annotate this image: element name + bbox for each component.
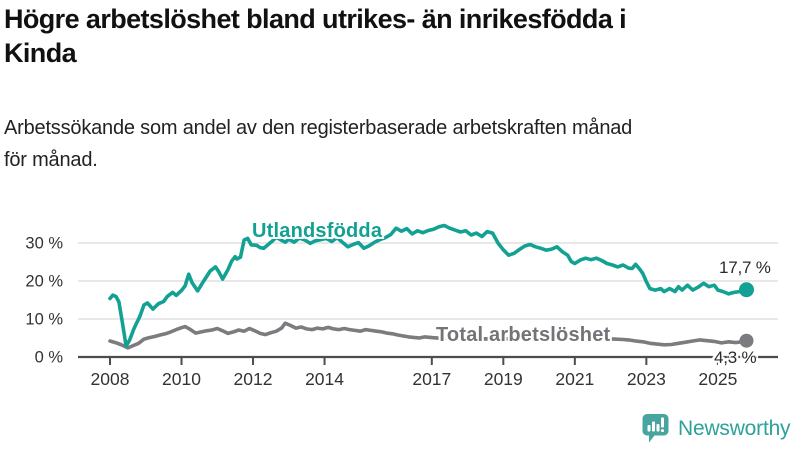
y-axis-tick-label: 30 % bbox=[25, 235, 63, 253]
series-end-dot-utlandsfodda bbox=[739, 282, 754, 298]
x-axis-tick-label: 2023 bbox=[627, 369, 666, 389]
end-value-label-total-arbetsloshet: 4,3 % bbox=[714, 348, 757, 367]
newsworthy-logo[interactable]: Newsworthy bbox=[642, 413, 791, 444]
x-axis-tick-label: 2025 bbox=[698, 369, 737, 389]
x-axis-tick-label: 2021 bbox=[555, 369, 594, 389]
x-axis-tick-label: 2019 bbox=[484, 369, 523, 389]
series-label-total-arbetsloshet: Total arbetslöshet bbox=[436, 324, 611, 346]
newsworthy-logo-icon bbox=[642, 414, 669, 443]
x-axis-tick-label: 2008 bbox=[91, 369, 130, 389]
y-axis-tick-label: 10 % bbox=[25, 311, 63, 329]
series-end-dot-total-arbetsloshet bbox=[739, 333, 754, 348]
newsworthy-logo-text: Newsworthy bbox=[678, 416, 791, 440]
page-title: Högre arbetslöshet bland utrikes- än inr… bbox=[4, 4, 627, 68]
end-value-label-utlandsfodda: 17,7 % bbox=[719, 258, 771, 277]
gridlines-group: 0 % 10 % 20 % 30 % bbox=[25, 235, 778, 367]
series-line-total-arbetsloshet bbox=[108, 321, 749, 350]
page-subtitle: Arbetssökande som andel av den registerb… bbox=[4, 117, 633, 171]
axis-group: 2008 2010 2012 2014 2017 2019 2021 2023 2025 bbox=[78, 355, 778, 389]
x-axis-tick-label: 2012 bbox=[234, 369, 273, 389]
x-axis-tick-label: 2014 bbox=[305, 369, 344, 389]
series-line-utlandsfodda bbox=[108, 223, 749, 348]
y-axis-tick-label: 0 % bbox=[35, 349, 64, 367]
x-axis-tick-label: 2017 bbox=[412, 369, 451, 389]
x-axis-tick-label: 2010 bbox=[162, 369, 201, 389]
y-axis-tick-label: 20 % bbox=[25, 273, 63, 291]
series-label-utlandsfodda: Utlandsfödda bbox=[252, 220, 383, 242]
